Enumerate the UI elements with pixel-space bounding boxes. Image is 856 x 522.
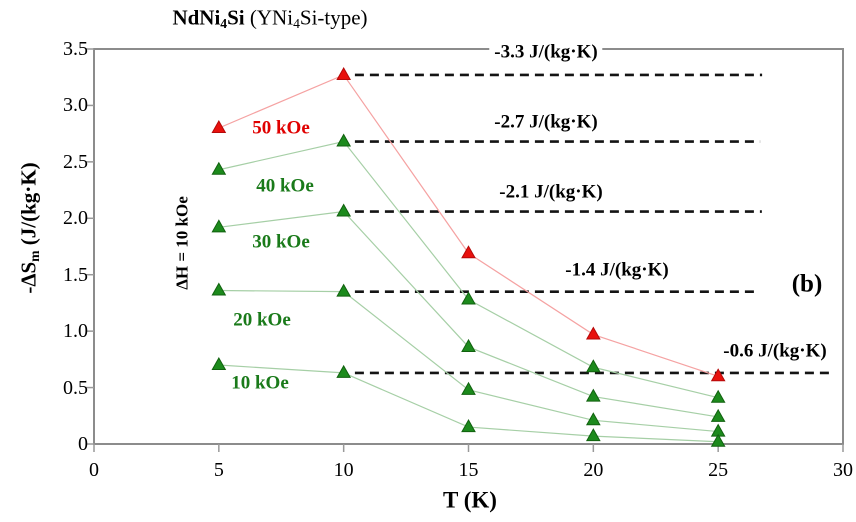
data-point-marker — [211, 219, 227, 233]
text-segment: m — [26, 250, 42, 262]
peak-value-annotation: -3.3 J/(kg·K) — [489, 42, 603, 62]
text-segment: Si-type) — [299, 5, 368, 30]
x-tick-label: 20 — [583, 459, 604, 481]
peak-value-annotation: -0.6 J/(kg·K) — [718, 341, 832, 361]
series-line-20-koe — [218, 289, 719, 433]
peak-value-annotation: -2.7 J/(kg·K) — [489, 112, 603, 132]
data-point-marker — [585, 359, 601, 373]
data-point-marker — [461, 291, 476, 305]
x-axis-label: T (K) — [443, 487, 497, 513]
y-tick-label: 1.5 — [63, 263, 88, 286]
text-segment: NdNi — [172, 5, 221, 30]
series-label-20-koe: 20 kOe — [233, 309, 291, 331]
data-point-marker — [710, 433, 726, 447]
data-point-marker — [461, 381, 476, 395]
data-point-marker — [336, 203, 352, 217]
data-point-marker — [336, 66, 352, 80]
x-tick-label: 0 — [89, 459, 99, 481]
y-tick-label: 3.5 — [63, 38, 88, 60]
data-point-marker — [211, 356, 227, 370]
series-label-10-koe: 10 kOe — [231, 372, 289, 394]
data-point-marker — [585, 388, 601, 402]
y-axis-label: -ΔSm (J/(kg·K) — [16, 162, 42, 294]
text-segment: 4 — [293, 15, 300, 31]
data-point-marker — [211, 282, 227, 296]
text-segment: Si — [227, 5, 245, 30]
data-point-marker — [211, 161, 227, 175]
data-point-marker — [585, 412, 601, 426]
series-label-50-koe: 50 kOe — [252, 117, 310, 139]
text-segment: -ΔS — [16, 261, 41, 294]
peak-value-annotation: -1.4 J/(kg·K) — [560, 260, 674, 280]
data-point-marker — [461, 245, 476, 259]
data-point-marker — [336, 283, 352, 297]
x-tick-label: 5 — [213, 459, 224, 481]
data-point-marker — [461, 338, 476, 352]
data-point-marker — [710, 368, 726, 382]
series-label-30-koe: 30 kOe — [252, 231, 310, 253]
data-point-marker — [336, 364, 352, 378]
text-segment: (YNi — [244, 5, 294, 30]
field-annotation: ΔH = 10 kOe — [172, 196, 192, 290]
y-tick-label: 3.0 — [63, 94, 88, 117]
peak-value-annotation: -2.1 J/(kg·K) — [494, 182, 608, 202]
series-label-40-koe: 40 kOe — [256, 175, 314, 197]
y-tick-label: 0.5 — [63, 376, 88, 399]
y-tick-label: 0 — [78, 433, 88, 455]
y-tick-label: 2.0 — [63, 207, 88, 230]
chart-title: NdNi4Si (YNi4Si-type) — [172, 7, 367, 30]
y-tick-label: 2.5 — [63, 150, 88, 173]
data-point-marker — [211, 119, 227, 133]
x-tick-label: 15 — [458, 459, 479, 481]
text-segment: (J/(kg·K) — [16, 162, 41, 251]
x-tick-label: 25 — [708, 459, 729, 481]
panel-label: (b) — [788, 271, 826, 297]
data-point-marker — [710, 389, 726, 403]
x-tick-label: 30 — [833, 459, 853, 481]
data-point-marker — [585, 428, 601, 442]
data-point-marker — [585, 326, 601, 340]
data-point-marker — [336, 133, 352, 147]
y-tick-label: 1.0 — [63, 320, 88, 343]
data-point-marker — [710, 408, 726, 422]
x-tick-label: 10 — [333, 459, 354, 481]
text-segment: 4 — [220, 15, 228, 31]
data-point-marker — [461, 419, 476, 433]
